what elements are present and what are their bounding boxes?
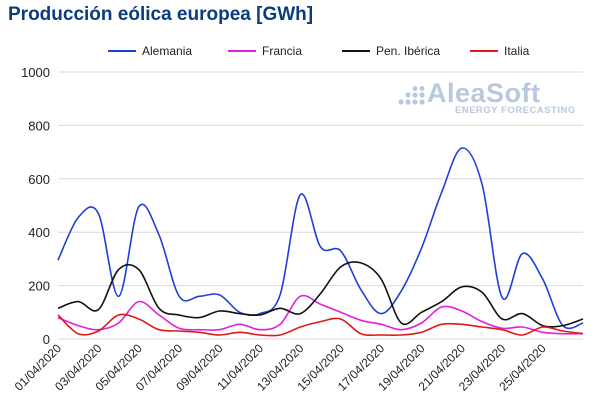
logo-dots-icon [398,86,425,105]
y-tick-label-1000: 1000 [21,65,50,80]
legend-label-alemania: Alemania [142,44,193,58]
chart-title: Producción eólica europea [GWh] [8,4,314,25]
legend-item-pen-ib-rica: Pen. Ibérica [342,44,440,58]
y-tick-label-400: 400 [28,225,50,240]
legend-swatch-italia [470,50,498,52]
series-line-francia [57,294,584,335]
legend-swatch-pen-ib-rica [342,50,370,52]
legend-label-pen-ib-rica: Pen. Ibérica [376,44,441,58]
series-line-pen-ib-rica [57,261,584,328]
legend-swatch-alemania [108,50,136,52]
logo-subtitle: ENERGY FORECASTING [455,105,576,116]
legend-item-italia: Italia [470,44,529,58]
y-tick-label-200: 200 [28,279,50,294]
y-tick-label-600: 600 [28,172,50,187]
legend-swatch-francia [228,50,256,52]
y-tick-label-0: 0 [43,332,50,347]
legend-label-francia: Francia [262,44,303,58]
series-line-italia [57,313,584,337]
logo-name: AleaSoft [427,78,541,108]
aleasoft-logo: AleaSoft ENERGY FORECASTING [397,78,577,118]
y-tick-label-800: 800 [28,118,50,133]
legend-item-alemania: Alemania [108,44,192,58]
legend-label-italia: Italia [504,44,530,58]
series-line-alemania [57,147,584,330]
legend-item-francia: Francia [228,44,302,58]
